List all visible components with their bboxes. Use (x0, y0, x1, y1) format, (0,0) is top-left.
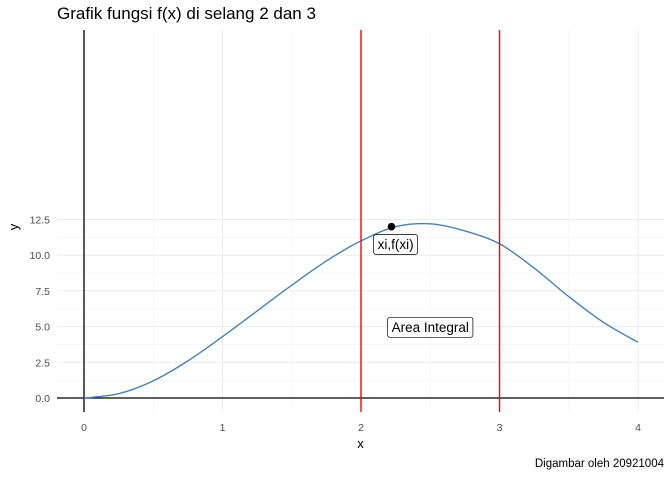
sample-point (387, 222, 396, 231)
annotation-box (387, 316, 474, 338)
y-tick-label: 10.0 (30, 250, 51, 262)
annotation-label: xi,f(xi) (378, 237, 414, 252)
chart-caption: Digambar oleh 20921004 (534, 458, 664, 470)
y-tick-label: 12.5 (30, 215, 51, 227)
y-tick-label: 0.0 (35, 393, 50, 405)
x-tick-label: 0 (81, 422, 87, 434)
annotation-label: Area Integral (392, 320, 469, 335)
y-tick-label: 5.0 (35, 322, 50, 334)
x-tick-label: 3 (497, 422, 503, 434)
y-axis-title: y (6, 223, 21, 230)
y-tick-label: 2.5 (35, 357, 50, 369)
x-tick-label: 2 (358, 422, 364, 434)
annotation-box (373, 234, 418, 255)
y-tick-label: 7.5 (35, 286, 50, 298)
chart-title: Grafik fungsi f(x) di selang 2 dan 3 (57, 4, 316, 23)
x-tick-label: 4 (635, 422, 641, 434)
x-tick-label: 1 (220, 422, 226, 434)
x-axis-title: x (357, 436, 364, 451)
